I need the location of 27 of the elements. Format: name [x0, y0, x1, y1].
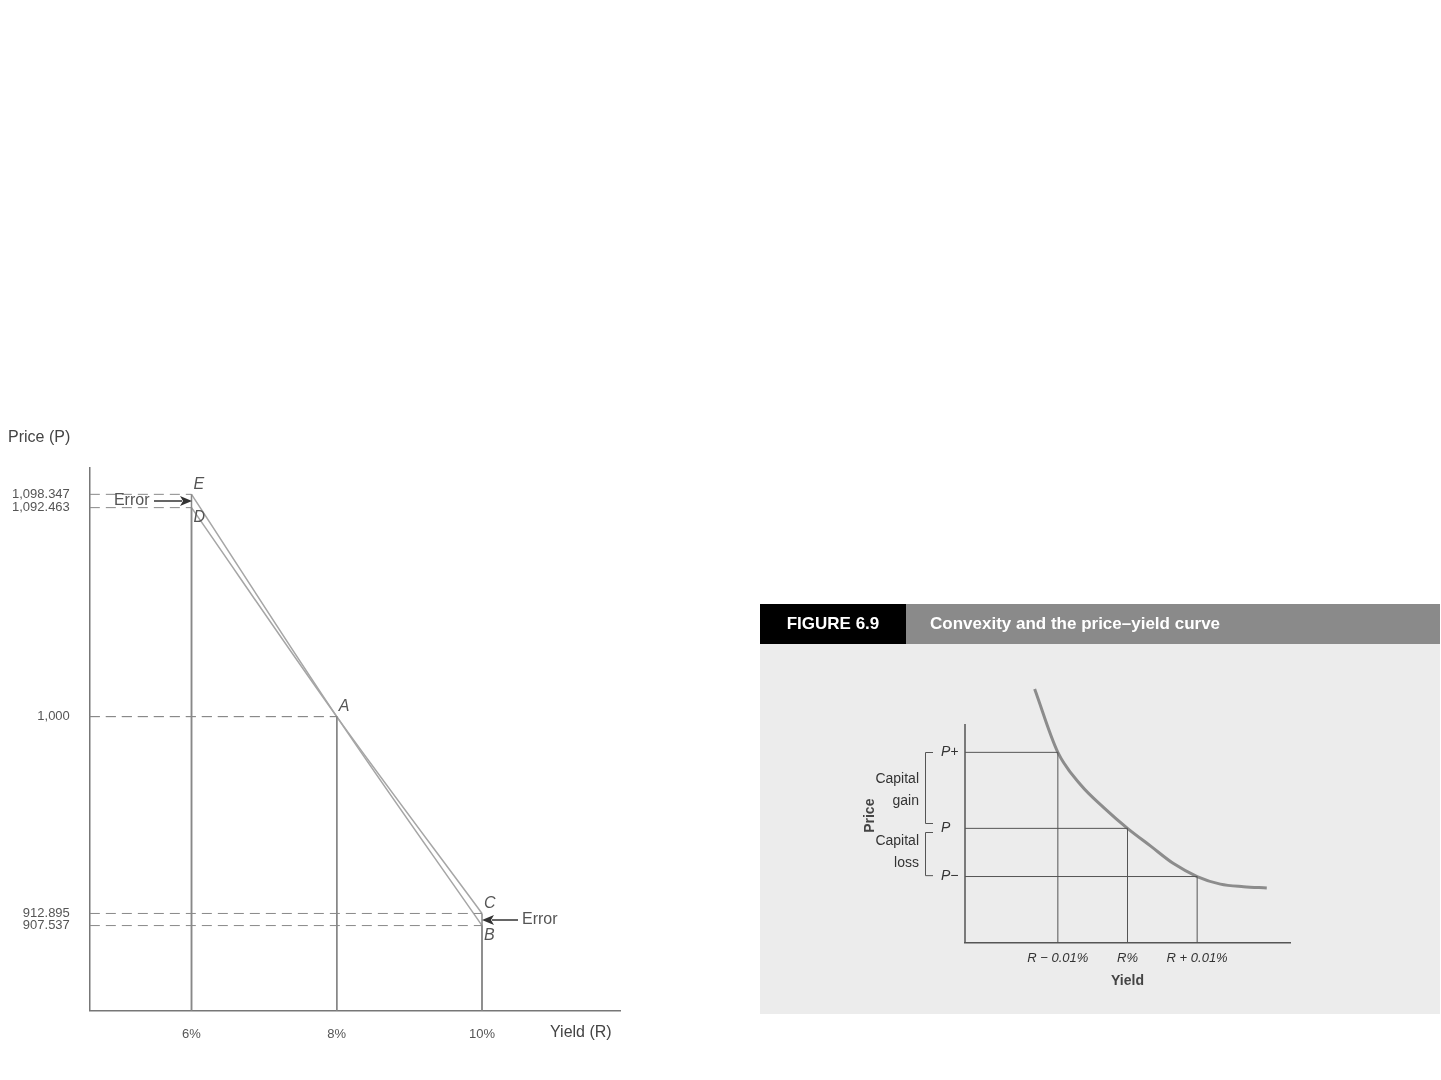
x-axis-title: Yield: [1111, 972, 1144, 989]
text: Capital loss: [875, 832, 919, 871]
y-tick-label: 1,092.463: [11, 499, 70, 515]
y-axis-title: Price (P): [8, 428, 71, 446]
chart-title: FIGURE 6.9: [786, 613, 880, 633]
annotation: E: [193, 474, 205, 492]
x-tick-label: 8%: [327, 1025, 347, 1041]
ref-line-label: P+: [941, 743, 959, 760]
x-tick-label: 6%: [182, 1025, 202, 1041]
text: Capital gain: [875, 770, 919, 809]
x-axis-title: Yield (R): [550, 1022, 612, 1040]
ref-line-label: P: [941, 819, 951, 836]
annotation: A: [337, 697, 350, 715]
chart-subtitle: Convexity and the price–yield curve: [930, 613, 1221, 633]
x-tick-label: 10%: [469, 1025, 496, 1041]
annotation: C: [484, 893, 497, 911]
ref-line-label: P−: [941, 867, 959, 884]
y-tick-label: 1,098.347: [11, 485, 70, 501]
y-axis-title: Price: [860, 798, 877, 833]
annotation: Error: [522, 909, 559, 927]
x-tick-label: R − 0.01%: [1027, 949, 1089, 965]
annotation: B: [484, 926, 496, 944]
y-tick-label: 1,000: [37, 708, 70, 724]
annotation: Error: [113, 491, 151, 509]
x-tick-label: R + 0.01%: [1166, 949, 1228, 965]
x-tick-label: R%: [1117, 949, 1138, 965]
annotation: D: [193, 508, 206, 526]
